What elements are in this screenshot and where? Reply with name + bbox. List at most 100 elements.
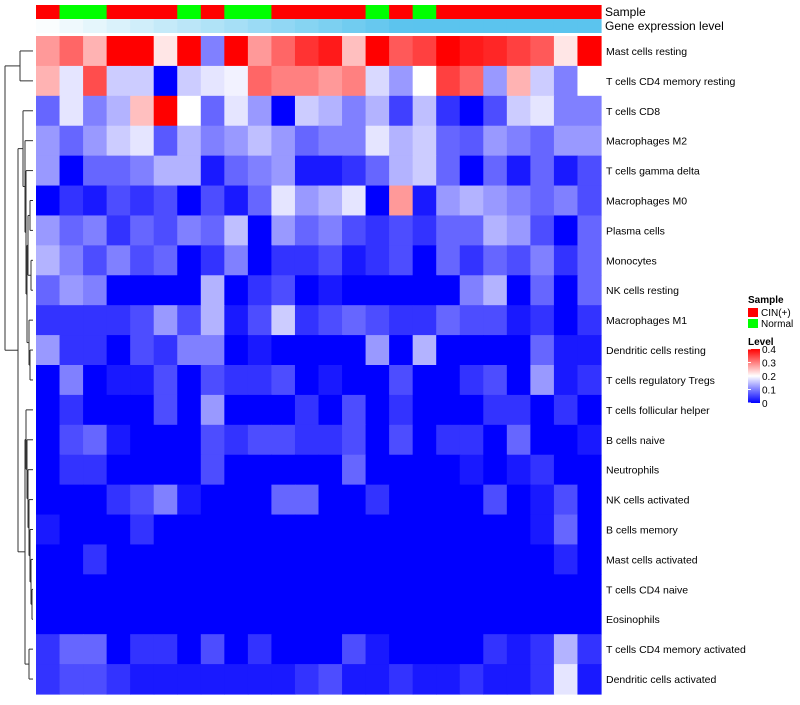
heatmap-cell — [130, 275, 155, 306]
heatmap-cell — [365, 155, 390, 187]
heatmap-cell — [177, 574, 202, 605]
heatmap-cell — [553, 335, 579, 366]
heatmap-cell — [130, 185, 155, 217]
heatmap-cell — [224, 574, 249, 605]
heatmap-cell — [389, 185, 414, 217]
heatmap-cell — [271, 604, 296, 635]
row-dendrogram — [4, 50, 33, 680]
heatmap-cell — [294, 245, 320, 276]
heatmap-cell — [153, 544, 178, 575]
heatmap-cell — [342, 275, 367, 306]
heatmap-cell — [483, 514, 508, 546]
heatmap-cell — [177, 664, 202, 695]
heatmap-cell — [200, 454, 225, 486]
heatmap-cell — [342, 36, 367, 67]
heatmap-cell — [200, 394, 225, 426]
row-label: T cells follicular helper — [606, 405, 710, 417]
heatmap-cell — [153, 664, 178, 695]
heatmap-cell — [59, 245, 84, 276]
heatmap-cell — [247, 544, 273, 575]
heatmap-cell — [271, 245, 296, 276]
heatmap-cell — [130, 634, 155, 665]
gene-expression-track-cell — [83, 19, 108, 33]
heatmap-cell — [294, 514, 320, 546]
heatmap-cell — [59, 454, 84, 486]
heatmap-cell — [436, 36, 461, 67]
heatmap-cell — [553, 215, 579, 246]
heatmap-cell — [177, 544, 202, 575]
heatmap-cell — [577, 574, 602, 605]
heatmap-cell — [530, 424, 555, 456]
heatmap-cell — [200, 634, 225, 665]
heatmap-cell — [436, 634, 461, 665]
heatmap-cell — [342, 365, 367, 396]
heatmap-cell — [553, 65, 579, 97]
heatmap-cell — [389, 215, 414, 246]
gene-expression-track-cell — [294, 19, 320, 33]
heatmap-cell — [83, 185, 108, 217]
row-label: Macrophages M0 — [606, 196, 687, 208]
heatmap-cell — [553, 514, 579, 546]
heatmap-cell — [459, 365, 484, 396]
heatmap-cell — [389, 65, 414, 97]
heatmap-cell — [412, 424, 437, 456]
heatmap-cell — [130, 245, 155, 276]
heatmap-cell — [271, 185, 296, 217]
heatmap-cell — [224, 484, 249, 516]
heatmap-cell — [553, 125, 579, 157]
heatmap-cell — [318, 185, 343, 217]
track-label: Sample — [605, 5, 646, 19]
heatmap-cell — [294, 544, 320, 575]
heatmap-cell — [247, 275, 273, 306]
sample-track-cell — [483, 5, 508, 19]
heatmap-cell — [506, 454, 531, 486]
gene-expression-track-cell — [247, 19, 273, 33]
heatmap-cell — [130, 484, 155, 516]
heatmap-cell — [436, 245, 461, 276]
heatmap-cell — [506, 335, 531, 366]
heatmap-cell — [318, 634, 343, 665]
heatmap-cell — [200, 95, 225, 127]
heatmap-cell — [36, 245, 61, 276]
heatmap-cell — [294, 95, 320, 127]
heatmap-cell — [553, 604, 579, 635]
heatmap-cell — [130, 65, 155, 97]
sample-track-cell — [247, 5, 273, 19]
heatmap-cell — [200, 664, 225, 695]
heatmap-cell — [106, 95, 131, 127]
gene-expression-track-cell — [130, 19, 155, 33]
heatmap-cell — [83, 484, 108, 516]
heatmap-cell — [577, 424, 602, 456]
heatmap-cell — [36, 275, 61, 306]
heatmap-cell — [106, 245, 131, 276]
heatmap-cell — [83, 604, 108, 635]
heatmap-cell — [412, 185, 437, 217]
sample-track-cell — [224, 5, 249, 19]
heatmap-cell — [483, 125, 508, 157]
row-label: Mast cells resting — [606, 46, 687, 58]
heatmap-cell — [436, 95, 461, 127]
heatmap-cell — [106, 484, 131, 516]
heatmap-cell — [318, 544, 343, 575]
heatmap-cell — [83, 125, 108, 157]
heatmap-cell — [389, 155, 414, 187]
heatmap-cell — [177, 484, 202, 516]
heatmap-cell — [412, 155, 437, 187]
heatmap-cell — [271, 514, 296, 546]
heatmap-cell — [271, 305, 296, 336]
heatmap-cell — [153, 245, 178, 276]
heatmap-cell — [483, 65, 508, 97]
heatmap-cell — [530, 604, 555, 635]
heatmap-cell — [247, 125, 273, 157]
heatmap-cell — [224, 125, 249, 157]
heatmap-cell — [200, 185, 225, 217]
heatmap-cell — [177, 424, 202, 456]
sample-track-cell — [365, 5, 390, 19]
heatmap-cell — [530, 484, 555, 516]
heatmap-cell — [36, 125, 61, 157]
heatmap-cell — [130, 514, 155, 546]
heatmap-cell — [153, 155, 178, 187]
heatmap-cell — [577, 275, 602, 306]
heatmap-cell — [436, 125, 461, 157]
heatmap-cell — [483, 185, 508, 217]
